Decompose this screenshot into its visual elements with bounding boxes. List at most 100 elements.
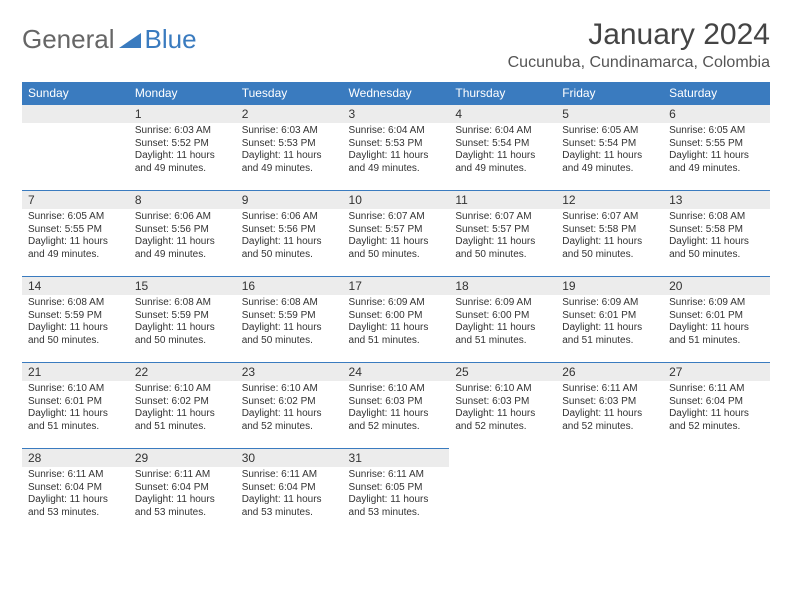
- calendar-cell: 1Sunrise: 6:03 AMSunset: 5:52 PMDaylight…: [129, 104, 236, 190]
- calendar-cell: 4Sunrise: 6:04 AMSunset: 5:54 PMDaylight…: [449, 104, 556, 190]
- day-number: 25: [449, 362, 556, 381]
- calendar-cell: 2Sunrise: 6:03 AMSunset: 5:53 PMDaylight…: [236, 104, 343, 190]
- day-data: Sunrise: 6:11 AMSunset: 6:04 PMDaylight:…: [22, 467, 129, 523]
- day-data: Sunrise: 6:07 AMSunset: 5:57 PMDaylight:…: [449, 209, 556, 265]
- day-number: 12: [556, 190, 663, 209]
- day-data: Sunrise: 6:04 AMSunset: 5:53 PMDaylight:…: [343, 123, 450, 179]
- day-number: 19: [556, 276, 663, 295]
- day-number: 17: [343, 276, 450, 295]
- calendar-cell: 31Sunrise: 6:11 AMSunset: 6:05 PMDayligh…: [343, 448, 450, 534]
- calendar-cell: [556, 448, 663, 534]
- day-data: Sunrise: 6:05 AMSunset: 5:55 PMDaylight:…: [663, 123, 770, 179]
- day-data: Sunrise: 6:11 AMSunset: 6:03 PMDaylight:…: [556, 381, 663, 437]
- day-number: 28: [22, 448, 129, 467]
- calendar-cell: 26Sunrise: 6:11 AMSunset: 6:03 PMDayligh…: [556, 362, 663, 448]
- day-data: Sunrise: 6:09 AMSunset: 6:00 PMDaylight:…: [449, 295, 556, 351]
- calendar-cell: 23Sunrise: 6:10 AMSunset: 6:02 PMDayligh…: [236, 362, 343, 448]
- day-number: 8: [129, 190, 236, 209]
- calendar-cell: 29Sunrise: 6:11 AMSunset: 6:04 PMDayligh…: [129, 448, 236, 534]
- empty-day: [22, 104, 129, 123]
- day-data: Sunrise: 6:09 AMSunset: 6:01 PMDaylight:…: [556, 295, 663, 351]
- day-number: 13: [663, 190, 770, 209]
- day-data: Sunrise: 6:05 AMSunset: 5:55 PMDaylight:…: [22, 209, 129, 265]
- calendar-cell: [663, 448, 770, 534]
- calendar-cell: 8Sunrise: 6:06 AMSunset: 5:56 PMDaylight…: [129, 190, 236, 276]
- month-title: January 2024: [508, 18, 770, 52]
- calendar-cell: 18Sunrise: 6:09 AMSunset: 6:00 PMDayligh…: [449, 276, 556, 362]
- day-data: Sunrise: 6:07 AMSunset: 5:57 PMDaylight:…: [343, 209, 450, 265]
- calendar-cell: 12Sunrise: 6:07 AMSunset: 5:58 PMDayligh…: [556, 190, 663, 276]
- calendar-head: SundayMondayTuesdayWednesdayThursdayFrid…: [22, 82, 770, 104]
- day-number: 9: [236, 190, 343, 209]
- calendar-cell: 3Sunrise: 6:04 AMSunset: 5:53 PMDaylight…: [343, 104, 450, 190]
- calendar-cell: [449, 448, 556, 534]
- day-number: 31: [343, 448, 450, 467]
- weekday-header: Monday: [129, 82, 236, 104]
- day-number: 7: [22, 190, 129, 209]
- day-data: Sunrise: 6:08 AMSunset: 5:59 PMDaylight:…: [129, 295, 236, 351]
- calendar-cell: 10Sunrise: 6:07 AMSunset: 5:57 PMDayligh…: [343, 190, 450, 276]
- day-number: 22: [129, 362, 236, 381]
- day-number: 6: [663, 104, 770, 123]
- calendar-cell: 5Sunrise: 6:05 AMSunset: 5:54 PMDaylight…: [556, 104, 663, 190]
- day-number: 23: [236, 362, 343, 381]
- logo-text-general: General: [22, 24, 115, 55]
- day-data: Sunrise: 6:10 AMSunset: 6:03 PMDaylight:…: [449, 381, 556, 437]
- calendar-cell: 24Sunrise: 6:10 AMSunset: 6:03 PMDayligh…: [343, 362, 450, 448]
- day-number: 18: [449, 276, 556, 295]
- day-data: Sunrise: 6:06 AMSunset: 5:56 PMDaylight:…: [129, 209, 236, 265]
- weekday-header: Tuesday: [236, 82, 343, 104]
- calendar-cell: 27Sunrise: 6:11 AMSunset: 6:04 PMDayligh…: [663, 362, 770, 448]
- calendar-cell: 17Sunrise: 6:09 AMSunset: 6:00 PMDayligh…: [343, 276, 450, 362]
- day-data: Sunrise: 6:11 AMSunset: 6:04 PMDaylight:…: [129, 467, 236, 523]
- weekday-header: Friday: [556, 82, 663, 104]
- calendar-cell: 28Sunrise: 6:11 AMSunset: 6:04 PMDayligh…: [22, 448, 129, 534]
- logo-text-blue: Blue: [145, 24, 197, 55]
- calendar-cell: 14Sunrise: 6:08 AMSunset: 5:59 PMDayligh…: [22, 276, 129, 362]
- day-number: 21: [22, 362, 129, 381]
- calendar-body: 1Sunrise: 6:03 AMSunset: 5:52 PMDaylight…: [22, 104, 770, 534]
- weekday-header: Wednesday: [343, 82, 450, 104]
- calendar-cell: [22, 104, 129, 190]
- day-data: Sunrise: 6:09 AMSunset: 6:00 PMDaylight:…: [343, 295, 450, 351]
- day-number: 29: [129, 448, 236, 467]
- day-number: 26: [556, 362, 663, 381]
- day-number: 2: [236, 104, 343, 123]
- day-number: 3: [343, 104, 450, 123]
- logo-triangle-icon: [119, 24, 141, 55]
- calendar-cell: 19Sunrise: 6:09 AMSunset: 6:01 PMDayligh…: [556, 276, 663, 362]
- calendar-cell: 20Sunrise: 6:09 AMSunset: 6:01 PMDayligh…: [663, 276, 770, 362]
- day-data: Sunrise: 6:11 AMSunset: 6:05 PMDaylight:…: [343, 467, 450, 523]
- calendar-cell: 7Sunrise: 6:05 AMSunset: 5:55 PMDaylight…: [22, 190, 129, 276]
- location-text: Cucunuba, Cundinamarca, Colombia: [508, 54, 770, 72]
- calendar-cell: 9Sunrise: 6:06 AMSunset: 5:56 PMDaylight…: [236, 190, 343, 276]
- calendar-cell: 25Sunrise: 6:10 AMSunset: 6:03 PMDayligh…: [449, 362, 556, 448]
- header: General Blue January 2024 Cucunuba, Cund…: [22, 18, 770, 72]
- day-data: Sunrise: 6:10 AMSunset: 6:02 PMDaylight:…: [129, 381, 236, 437]
- day-number: 11: [449, 190, 556, 209]
- day-data: Sunrise: 6:08 AMSunset: 5:58 PMDaylight:…: [663, 209, 770, 265]
- title-block: January 2024 Cucunuba, Cundinamarca, Col…: [508, 18, 770, 72]
- weekday-header: Thursday: [449, 82, 556, 104]
- weekday-header: Sunday: [22, 82, 129, 104]
- day-number: 4: [449, 104, 556, 123]
- day-data: Sunrise: 6:11 AMSunset: 6:04 PMDaylight:…: [236, 467, 343, 523]
- day-number: 20: [663, 276, 770, 295]
- day-number: 24: [343, 362, 450, 381]
- day-data: Sunrise: 6:07 AMSunset: 5:58 PMDaylight:…: [556, 209, 663, 265]
- calendar-table: SundayMondayTuesdayWednesdayThursdayFrid…: [22, 82, 770, 534]
- calendar-cell: 30Sunrise: 6:11 AMSunset: 6:04 PMDayligh…: [236, 448, 343, 534]
- calendar-cell: 21Sunrise: 6:10 AMSunset: 6:01 PMDayligh…: [22, 362, 129, 448]
- day-data: Sunrise: 6:08 AMSunset: 5:59 PMDaylight:…: [22, 295, 129, 351]
- day-number: 30: [236, 448, 343, 467]
- logo: General Blue: [22, 18, 197, 55]
- day-data: Sunrise: 6:08 AMSunset: 5:59 PMDaylight:…: [236, 295, 343, 351]
- calendar-cell: 22Sunrise: 6:10 AMSunset: 6:02 PMDayligh…: [129, 362, 236, 448]
- calendar-cell: 13Sunrise: 6:08 AMSunset: 5:58 PMDayligh…: [663, 190, 770, 276]
- day-number: 10: [343, 190, 450, 209]
- day-data: Sunrise: 6:06 AMSunset: 5:56 PMDaylight:…: [236, 209, 343, 265]
- day-number: 1: [129, 104, 236, 123]
- day-number: 16: [236, 276, 343, 295]
- day-data: Sunrise: 6:11 AMSunset: 6:04 PMDaylight:…: [663, 381, 770, 437]
- day-data: Sunrise: 6:04 AMSunset: 5:54 PMDaylight:…: [449, 123, 556, 179]
